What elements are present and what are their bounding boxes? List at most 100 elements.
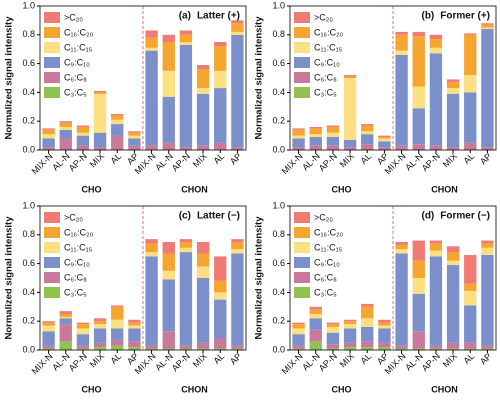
bar-segment — [481, 348, 494, 350]
bar-segment — [378, 141, 391, 148]
bar-segment — [292, 322, 305, 325]
legend-label: C₉:C₁₀ — [64, 57, 90, 67]
bar-segment — [128, 325, 141, 329]
legend-swatch — [44, 12, 60, 23]
bar-segment — [343, 139, 357, 148]
bar-segment — [111, 135, 124, 150]
bar-segment — [464, 254, 477, 284]
bar-segment — [309, 134, 322, 138]
bar-segment — [179, 147, 193, 150]
bar-segment — [128, 132, 141, 136]
bar-segment — [395, 345, 408, 349]
bar-segment — [111, 339, 124, 346]
bar-segment — [93, 90, 107, 93]
panel-label: (b) — [421, 11, 434, 22]
bar-segment — [145, 37, 158, 48]
legend-swatch — [44, 72, 60, 83]
bar-segment — [59, 318, 72, 325]
legend-swatch — [294, 227, 310, 238]
bar-segment — [395, 54, 408, 146]
panel: 0.0 0.2 0.4 0.6 0.8 1.0 Normalized signal inte… — [4, 200, 247, 394]
bar-segment — [93, 342, 107, 348]
legend-swatch — [294, 257, 310, 268]
bar-segment — [162, 34, 175, 42]
bar-segment — [361, 124, 374, 126]
bar-segment — [326, 137, 340, 146]
legend-swatch — [44, 212, 60, 223]
bar-segment — [196, 69, 210, 89]
legend-label: C₃:C₅ — [314, 87, 337, 97]
bar-segment — [378, 342, 391, 348]
legend-swatch — [294, 72, 310, 83]
bar-segment — [145, 145, 158, 150]
bar-segment — [42, 138, 55, 148]
bar-segment — [378, 137, 391, 139]
bar-segment — [59, 324, 72, 342]
x-tick-label: AP-N — [170, 151, 192, 173]
x-tick-label: AL — [461, 151, 476, 166]
x-tick-label: AP-N — [317, 351, 339, 373]
bar-segment — [162, 279, 175, 332]
bar-segment — [395, 253, 408, 346]
bar-segment — [309, 145, 322, 150]
panel-label: (d) — [421, 211, 434, 222]
legend-label: C₃:C₅ — [314, 287, 337, 297]
bar-segment — [292, 135, 305, 139]
legend-swatch — [44, 227, 60, 238]
plot-frame — [39, 5, 247, 151]
bar-segment — [196, 253, 210, 267]
bar-segment — [429, 256, 443, 346]
x-tick-label: AP-N — [67, 351, 89, 373]
bar-segment — [128, 131, 141, 133]
y-axis-label: Normalized signal intensity — [254, 216, 265, 340]
legend-label: C₆:C₈ — [314, 72, 337, 82]
bar-segment — [162, 70, 175, 97]
bar-segment — [464, 283, 477, 291]
bar-segment — [128, 341, 141, 348]
x-tick-label: MIX — [441, 351, 459, 369]
x-tick-label: AL — [358, 151, 373, 166]
bar-segment — [128, 145, 141, 150]
bar-segment — [59, 316, 72, 319]
x-tick-label: AP-N — [170, 351, 192, 373]
bar-segment — [343, 78, 357, 140]
bar-segment — [343, 342, 357, 348]
bar-segment — [446, 147, 460, 150]
y-tick-label: 0.0 — [272, 144, 285, 154]
bar-segment — [446, 79, 460, 83]
bar-segment — [292, 345, 305, 349]
legend-swatch — [44, 87, 60, 98]
bar-segment — [179, 42, 193, 45]
legend-swatch — [44, 257, 60, 268]
bar-segment — [378, 319, 391, 323]
bar-segment — [326, 344, 340, 349]
bar-segment — [111, 114, 124, 116]
x-tick-label: AL — [358, 351, 373, 366]
legend-label: C₃:C₅ — [64, 287, 87, 297]
bar-segment — [326, 125, 340, 127]
bar-segment — [361, 134, 374, 145]
legend-label: C₁₁:C₁₅ — [64, 242, 93, 252]
bar-segment — [412, 260, 425, 278]
bar-segment — [179, 252, 193, 346]
bar-segment — [111, 124, 124, 136]
bar-segment — [481, 29, 494, 148]
bar-segment — [292, 129, 305, 136]
legend-label: C₆:C₈ — [64, 72, 87, 82]
bar-segment — [343, 319, 357, 322]
y-tick-label: 0.0 — [272, 344, 285, 354]
bar-segment — [481, 147, 494, 150]
bar-segment — [481, 240, 494, 244]
bar-segment — [128, 328, 141, 342]
bar-segment — [145, 252, 158, 257]
bar-segment — [378, 322, 391, 326]
bar-segment — [412, 36, 425, 87]
bar-segment — [76, 126, 90, 133]
bar-segment — [464, 142, 477, 150]
bar-segment — [481, 345, 494, 349]
bar-segment — [162, 242, 175, 254]
legend-label: C₁₁:C₁₅ — [314, 242, 343, 252]
x-tick-label: AL — [108, 151, 123, 166]
bar-segment — [111, 345, 124, 350]
bar-segment — [59, 122, 72, 127]
